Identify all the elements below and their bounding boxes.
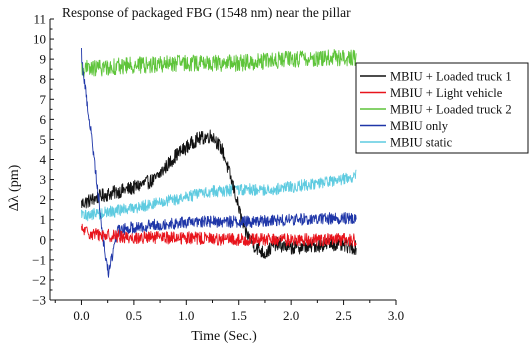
legend-label: MBIU static [390, 136, 453, 150]
y-ticks: −3 −2 −1 0 1 2 3 4 5 6 7 8 9 10 11 [32, 12, 54, 308]
legend: MBIU + Loaded truck 1 MBIU + Light vehicl… [355, 62, 529, 154]
y-tick-label: −3 [32, 293, 46, 308]
legend-label: MBIU + Light vehicle [390, 86, 503, 100]
y-tick-label: 5 [40, 132, 47, 147]
series-line [81, 223, 357, 247]
chart-title: Response of packaged FBG (1548 nm) near … [62, 5, 351, 20]
y-tick-label: 0 [40, 232, 47, 247]
legend-items: MBIU + Loaded truck 1 MBIU + Light vehicl… [360, 70, 512, 150]
legend-label: MBIU + Loaded truck 1 [390, 70, 512, 84]
legend-label: MBIU only [390, 119, 449, 133]
x-tick-label: 1.5 [231, 308, 247, 323]
y-tick-label: 4 [40, 152, 47, 167]
x-tick-label: 2.5 [335, 308, 351, 323]
y-tick-label: −2 [32, 272, 46, 287]
legend-label: MBIU + Loaded truck 2 [390, 103, 512, 117]
x-tick-label: 3.0 [388, 308, 404, 323]
legend-box [355, 62, 529, 154]
y-tick-label: 6 [40, 112, 47, 127]
y-tick-label: 1 [40, 212, 47, 227]
series-layer [81, 47, 357, 278]
series-line [81, 169, 357, 222]
x-tick-label: 0.0 [73, 308, 89, 323]
x-tick-label: 1.0 [178, 308, 194, 323]
y-tick-label: 3 [40, 172, 47, 187]
y-tick-label: 10 [33, 32, 46, 47]
x-tick-label: 2.0 [283, 308, 299, 323]
series-line [81, 49, 357, 78]
x-ticks: 0.0 0.5 1.0 1.5 2.0 2.5 3.0 [54, 300, 404, 323]
y-tick-label: −1 [32, 252, 46, 267]
x-tick-label: 0.5 [126, 308, 142, 323]
y-tick-label: 11 [33, 12, 46, 27]
y-axis-label: Δλ (pm) [7, 164, 22, 211]
y-tick-label: 8 [40, 72, 47, 87]
y-tick-label: 9 [40, 52, 47, 67]
y-tick-label: 2 [40, 192, 47, 207]
series-line [81, 47, 357, 278]
y-tick-label: 7 [40, 92, 47, 107]
x-axis-label: Time (Sec.) [191, 329, 257, 344]
